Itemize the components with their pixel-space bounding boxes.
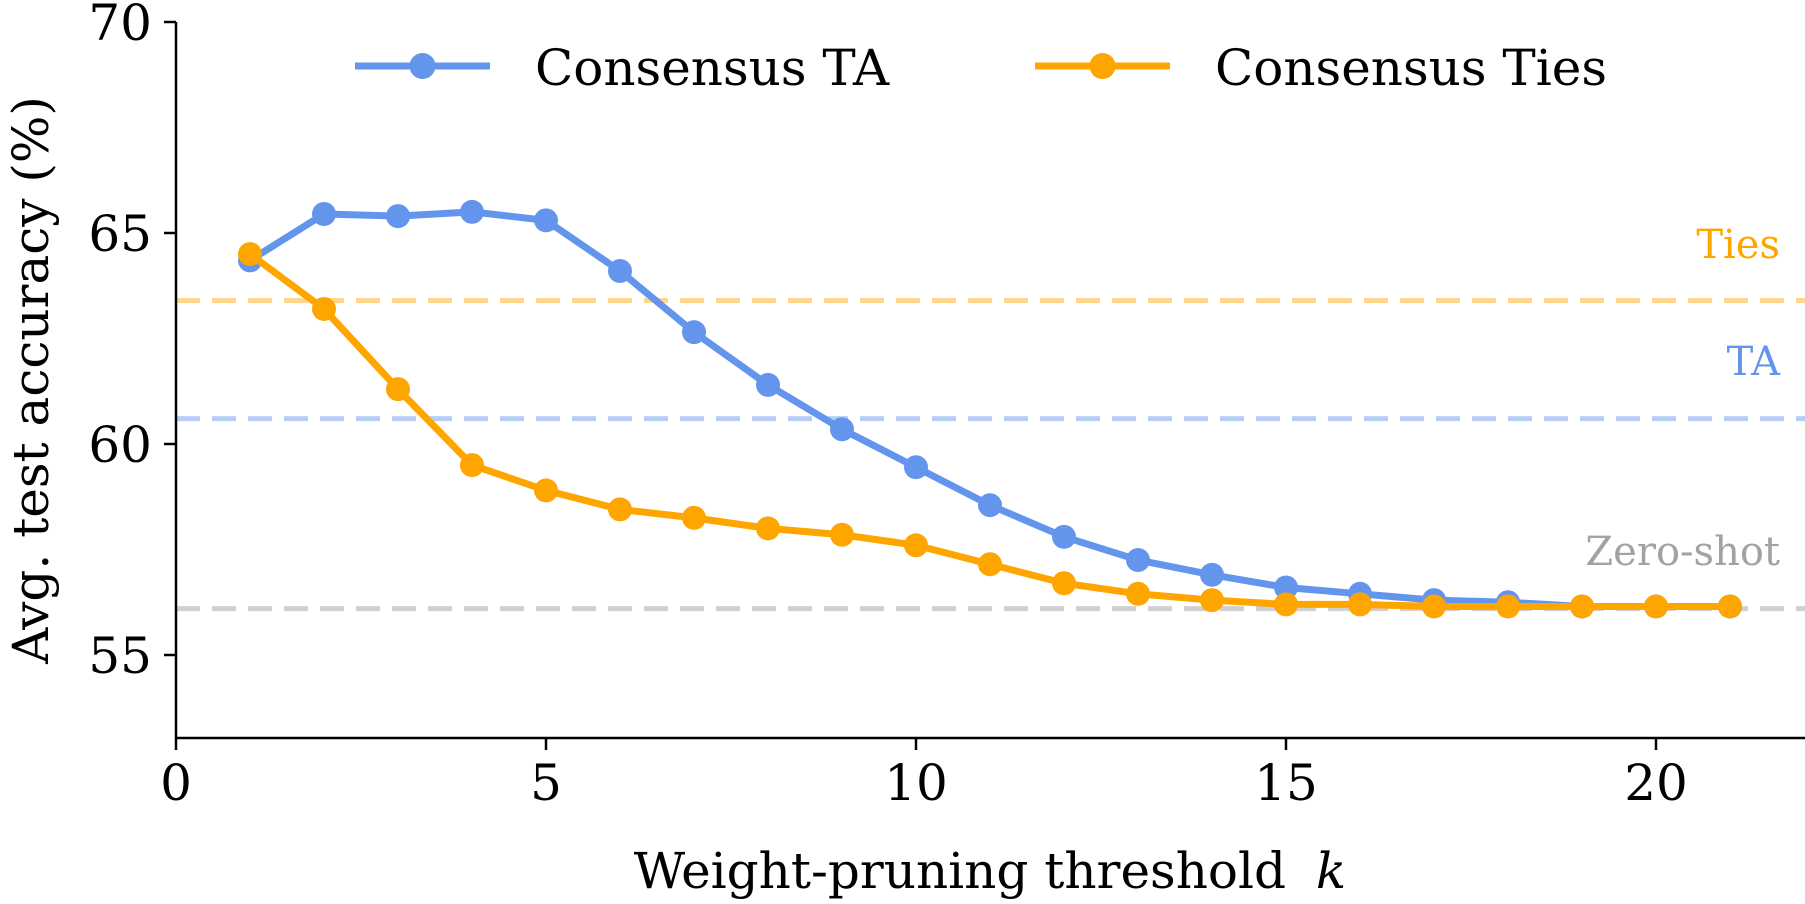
- data-point-consensus-ties: [312, 296, 336, 321]
- legend: Consensus TA Consensus Ties: [355, 39, 1607, 97]
- data-point-consensus-ta: [386, 204, 410, 229]
- y-tick-label: 60: [88, 416, 152, 474]
- x-tick-label: 10: [884, 754, 948, 812]
- data-point-consensus-ties: [386, 377, 410, 402]
- data-point-consensus-ties: [460, 453, 484, 478]
- data-point-consensus-ties: [1052, 571, 1076, 596]
- legend-marker-consensus-ta: [409, 53, 436, 79]
- data-point-consensus-ties: [830, 522, 854, 547]
- axes: [174, 22, 1805, 740]
- data-point-consensus-ties: [608, 497, 632, 522]
- y-axis-title: Avg. test accuracy (%): [2, 96, 60, 665]
- data-point-consensus-ta: [904, 455, 928, 480]
- data-point-consensus-ties: [1126, 581, 1150, 606]
- data-point-consensus-ties: [682, 505, 706, 530]
- data-point-consensus-ties: [1570, 594, 1594, 619]
- legend-label-consensus-ties: Consensus Ties: [1215, 39, 1607, 97]
- y-tick-label: 70: [88, 0, 152, 52]
- data-point-consensus-ta: [1052, 524, 1076, 549]
- data-point-consensus-ties: [978, 552, 1002, 577]
- data-point-consensus-ta: [312, 202, 336, 227]
- x-tick-label: 15: [1254, 754, 1318, 812]
- x-tick-label: 20: [1624, 754, 1688, 812]
- x-tick-label: 5: [530, 754, 562, 812]
- data-point-consensus-ties: [1348, 592, 1372, 617]
- data-point-consensus-ties: [534, 478, 558, 503]
- series-line-consensus-ta: [248, 208, 1730, 610]
- reference-label-ties: Ties: [1696, 222, 1780, 268]
- data-point-consensus-ta: [756, 372, 780, 397]
- data-point-consensus-ties: [1718, 594, 1742, 619]
- reference-lines: Ties TA Zero-shot: [176, 222, 1805, 612]
- data-point-consensus-ties: [1200, 588, 1224, 613]
- x-axis-title-var: k: [1316, 842, 1346, 900]
- series-group: [238, 199, 1742, 619]
- ticks: 0 5 10 15 20 55 60 65 70: [88, 0, 1687, 812]
- y-tick-label: 55: [88, 627, 152, 685]
- data-point-consensus-ta: [682, 320, 706, 345]
- data-point-consensus-ta: [1126, 548, 1150, 573]
- x-tick-label: 0: [160, 754, 192, 812]
- data-point-consensus-ties: [904, 533, 928, 558]
- data-point-consensus-ta: [830, 417, 854, 442]
- data-point-consensus-ta: [534, 208, 558, 233]
- data-point-consensus-ties: [1644, 594, 1668, 619]
- data-point-consensus-ties: [1274, 592, 1298, 617]
- data-point-consensus-ta: [1200, 562, 1224, 587]
- y-tick-label: 65: [88, 205, 152, 263]
- legend-label-consensus-ta: Consensus TA: [535, 39, 890, 97]
- reference-label-zero-shot: Zero-shot: [1585, 529, 1780, 575]
- data-point-consensus-ties: [238, 242, 262, 267]
- data-point-consensus-ta: [608, 258, 632, 283]
- data-point-consensus-ties: [756, 516, 780, 541]
- data-point-consensus-ta: [978, 493, 1002, 518]
- x-axis-title-text: Weight-pruning threshold: [634, 842, 1286, 900]
- data-point-consensus-ta: [1274, 575, 1298, 600]
- data-point-consensus-ta: [460, 199, 484, 224]
- data-point-consensus-ties: [1496, 594, 1520, 619]
- reference-label-ta: TA: [1727, 339, 1781, 385]
- legend-marker-consensus-ties: [1089, 53, 1116, 79]
- x-axis-title: Weight-pruning threshold k: [634, 842, 1346, 900]
- data-point-consensus-ties: [1422, 594, 1446, 619]
